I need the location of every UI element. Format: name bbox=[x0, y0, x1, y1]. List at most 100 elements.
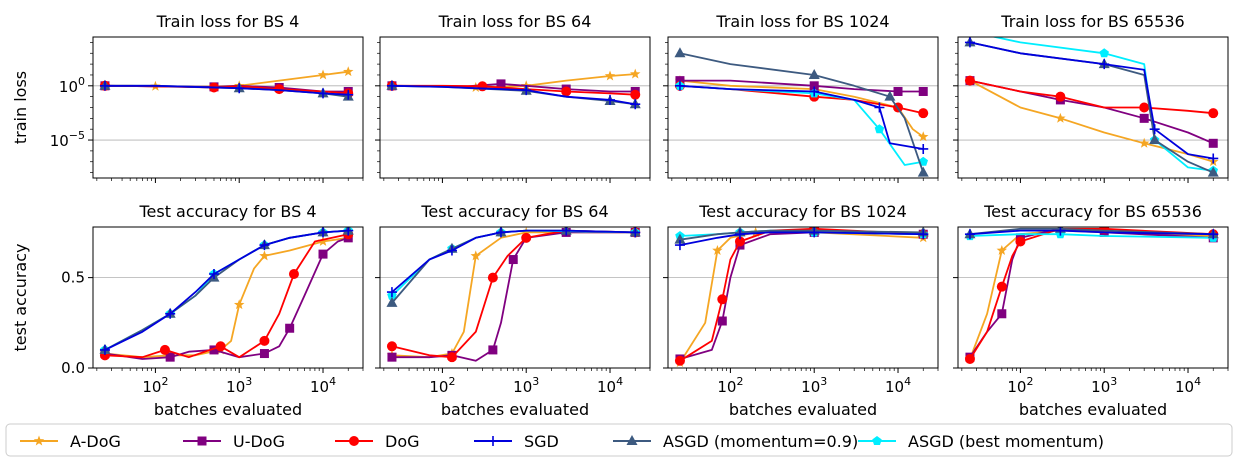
data-point bbox=[1207, 166, 1219, 177]
x-tick-label: 102 bbox=[717, 375, 743, 396]
data-point bbox=[918, 86, 928, 96]
data-point bbox=[674, 80, 685, 91]
series-line-dog bbox=[104, 233, 349, 359]
legend-marker bbox=[349, 436, 359, 446]
data-point bbox=[208, 269, 219, 279]
y-tick-label: 10−5 bbox=[50, 129, 85, 150]
data-point bbox=[165, 352, 175, 362]
plot-frame bbox=[379, 226, 651, 369]
plot-frame bbox=[92, 36, 364, 179]
series-line-sgd bbox=[679, 231, 924, 246]
data-point bbox=[561, 86, 572, 97]
data-point bbox=[1138, 137, 1150, 148]
data-point bbox=[1149, 124, 1160, 135]
data-point bbox=[317, 235, 329, 246]
legend-item-sgd: SGD bbox=[474, 432, 559, 451]
data-point bbox=[521, 232, 532, 243]
series-line-asgd-momentum-0-9- bbox=[679, 229, 924, 241]
data-point bbox=[964, 75, 975, 86]
series-line-dog bbox=[679, 227, 924, 362]
data-point bbox=[808, 68, 820, 79]
series-layer bbox=[674, 227, 929, 368]
data-point bbox=[386, 287, 397, 298]
data-point bbox=[470, 250, 481, 261]
data-point bbox=[318, 88, 329, 99]
data-point bbox=[446, 245, 457, 256]
x-tick-label: 104 bbox=[310, 375, 336, 396]
data-point bbox=[1208, 153, 1219, 164]
legend-item-dog: DoG bbox=[335, 432, 420, 451]
data-point bbox=[259, 349, 269, 359]
data-point bbox=[734, 236, 745, 247]
data-point bbox=[918, 143, 929, 154]
series-layer bbox=[964, 227, 1219, 364]
data-point bbox=[674, 240, 685, 251]
legend-item-asgd-best-momentum-: ASGD (best momentum) bbox=[858, 432, 1104, 451]
legend-marker bbox=[872, 436, 882, 446]
data-point bbox=[964, 37, 975, 48]
panel-title: Train loss for BS 65536 bbox=[1000, 12, 1184, 31]
data-point bbox=[1055, 112, 1066, 123]
series-line-u-dog bbox=[969, 227, 1214, 358]
tick-base: 10 bbox=[885, 378, 904, 396]
tick-base: 10 bbox=[1175, 378, 1194, 396]
plot-frame bbox=[667, 226, 939, 369]
data-point bbox=[918, 131, 929, 142]
data-point bbox=[675, 76, 685, 86]
x-axis-label: batches evaluated bbox=[729, 400, 877, 419]
x-tick-label: 104 bbox=[885, 375, 911, 396]
data-point bbox=[674, 355, 685, 366]
x-axis-label: batches evaluated bbox=[1019, 400, 1167, 419]
data-point bbox=[674, 47, 686, 58]
data-point bbox=[1149, 134, 1161, 145]
data-point bbox=[259, 240, 270, 251]
y-tick-label: 0.5 bbox=[61, 269, 85, 287]
x-tick-label: 102 bbox=[1007, 375, 1033, 396]
data-point bbox=[318, 227, 329, 238]
x-axis-label: batches evaluated bbox=[154, 400, 302, 419]
y-axis-label: test accuracy bbox=[11, 244, 30, 352]
plot-frame bbox=[957, 226, 1229, 369]
data-point bbox=[918, 229, 929, 240]
series-layer bbox=[99, 227, 354, 362]
data-point bbox=[1208, 108, 1219, 119]
data-point bbox=[630, 68, 641, 79]
tick-exponent: 4 bbox=[329, 375, 336, 388]
legend: A-DoG U-DoG DoG SGD ASGD (momentum=0.9) ASGD … bbox=[5, 423, 1233, 457]
data-point bbox=[159, 344, 170, 355]
data-point bbox=[386, 296, 398, 307]
data-point bbox=[1099, 48, 1109, 58]
data-point bbox=[874, 124, 885, 134]
data-point bbox=[215, 341, 226, 352]
tick-exponent: 3 bbox=[1110, 375, 1117, 388]
series-line-a-dog bbox=[679, 79, 924, 138]
tick-exponent: 3 bbox=[245, 375, 252, 388]
data-point bbox=[387, 352, 397, 362]
series-line-a-dog bbox=[104, 236, 349, 359]
tick-base: 10 bbox=[1007, 378, 1026, 396]
data-point bbox=[488, 345, 498, 355]
data-point bbox=[520, 227, 532, 237]
panel-title: Train loss for BS 4 bbox=[156, 12, 300, 31]
data-point bbox=[318, 249, 328, 259]
panel-title: Test accuracy for BS 65536 bbox=[983, 202, 1202, 221]
data-point bbox=[234, 83, 245, 94]
series-line-sgd bbox=[679, 84, 924, 150]
tick-exponent: 3 bbox=[820, 375, 827, 388]
legend-label: DoG bbox=[385, 432, 420, 451]
data-point bbox=[209, 345, 219, 355]
series-layer bbox=[964, 37, 1219, 177]
series-line-sgd bbox=[104, 229, 349, 351]
legend-label: ASGD (best momentum) bbox=[908, 432, 1104, 451]
data-point bbox=[674, 233, 686, 244]
data-point bbox=[734, 229, 745, 240]
panel-0-2: Train loss for BS 1024 bbox=[663, 12, 939, 183]
legend-label: SGD bbox=[524, 432, 559, 451]
data-point bbox=[996, 245, 1008, 255]
y-tick-label: 100 bbox=[59, 75, 85, 96]
series-line-u-dog bbox=[392, 231, 636, 362]
data-point bbox=[386, 341, 397, 352]
data-point bbox=[99, 344, 110, 355]
